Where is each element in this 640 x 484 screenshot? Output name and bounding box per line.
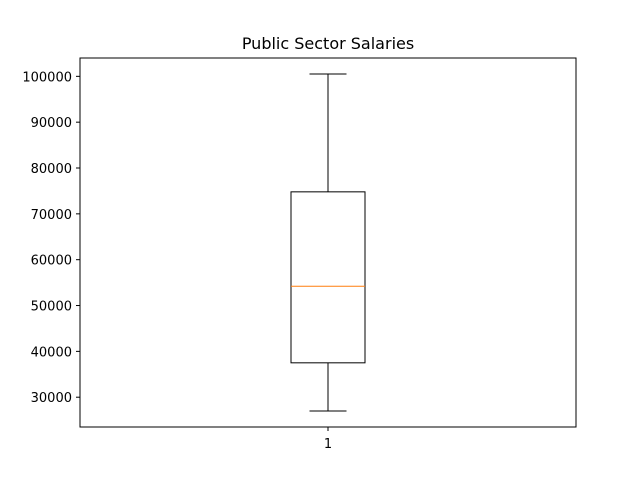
box-iqr: [290, 191, 366, 364]
plot-area: 30000 40000 50000 60000 70000 80000 90000 10000…: [22, 70, 366, 452]
chart-title: Public Sector Salaries: [242, 34, 414, 53]
y-tick-label: 100000: [22, 70, 72, 85]
y-tick-label: 30000: [31, 391, 72, 406]
y-tick-label: 50000: [31, 300, 72, 315]
x-tick-label: 1: [324, 437, 332, 452]
y-tick-label: 80000: [31, 162, 72, 177]
y-tick-label: 40000: [31, 345, 72, 360]
y-tick-label: 70000: [31, 208, 72, 223]
y-tick-label: 60000: [31, 254, 72, 269]
axes-frame: [79, 57, 577, 428]
y-tick-label: 90000: [31, 116, 72, 131]
